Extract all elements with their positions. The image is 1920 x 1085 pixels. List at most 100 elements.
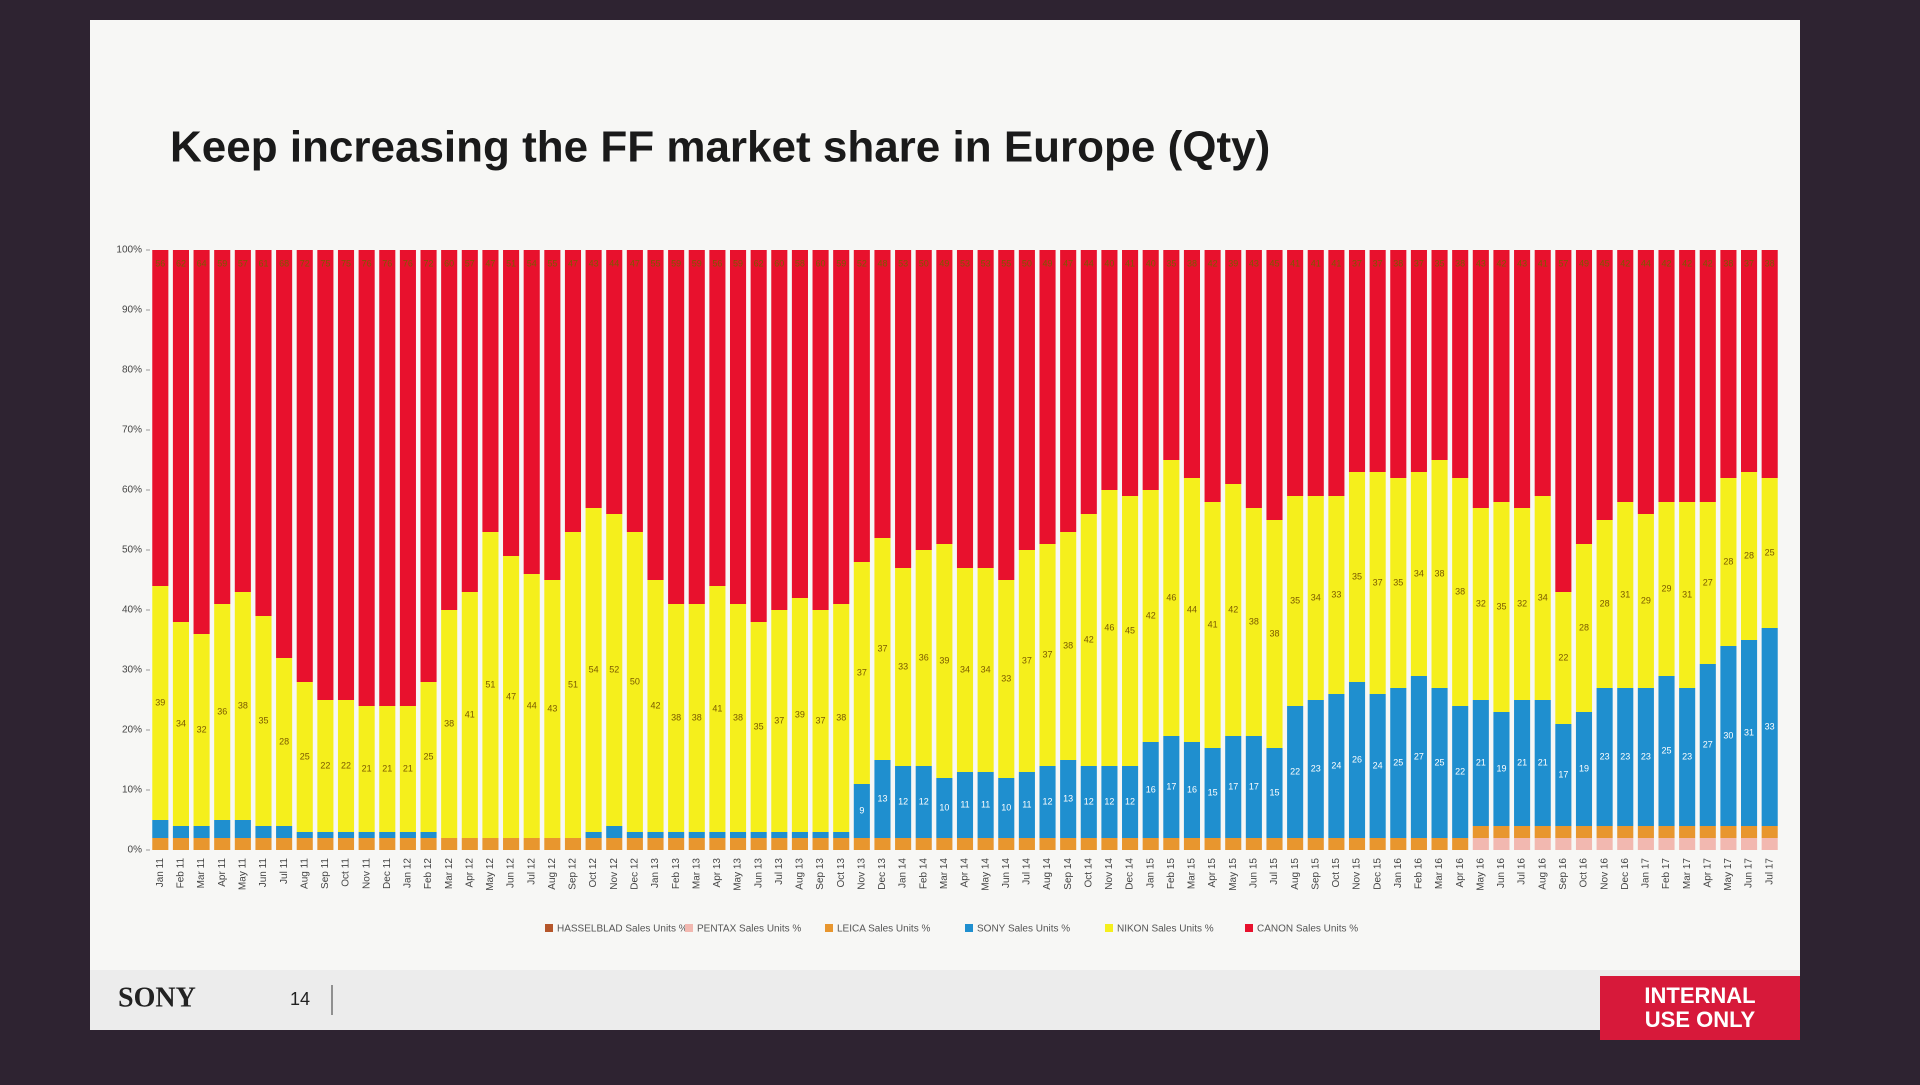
bar-segment xyxy=(234,250,251,592)
bar-segment xyxy=(193,838,210,850)
bar-segment xyxy=(936,778,953,838)
data-label: 37 xyxy=(1373,258,1383,268)
bar-segment xyxy=(1493,712,1510,826)
bar-segment xyxy=(399,706,416,832)
bar-segment xyxy=(461,592,478,838)
data-label: 42 xyxy=(1208,258,1218,268)
bar-segment xyxy=(1204,250,1221,502)
bar-segment xyxy=(771,832,788,838)
data-label: 26 xyxy=(1352,754,1362,764)
data-label: 33 xyxy=(898,661,908,671)
data-label: 55 xyxy=(650,258,660,268)
data-label: 64 xyxy=(197,258,207,268)
bar-segment xyxy=(1431,838,1448,850)
bar-segment xyxy=(337,832,355,838)
y-tick-label: 90% xyxy=(122,305,142,316)
data-label: 46 xyxy=(1166,592,1176,602)
data-label: 23 xyxy=(1600,751,1610,761)
data-label: 38 xyxy=(692,712,702,722)
bar-segment xyxy=(1163,460,1180,736)
data-label: 38 xyxy=(1435,568,1445,578)
data-label: 58 xyxy=(795,258,805,268)
data-label: 36 xyxy=(919,652,929,662)
bar-segment xyxy=(152,250,169,586)
data-label: 34 xyxy=(1311,592,1321,602)
data-label: 43 xyxy=(1476,258,1486,268)
x-tick-label: May 17 xyxy=(1723,858,1734,891)
legend-swatch xyxy=(1245,924,1253,932)
data-label: 27 xyxy=(1414,751,1424,761)
x-tick-label: Aug 11 xyxy=(299,858,310,889)
bar-segment xyxy=(1142,250,1159,490)
x-tick-label: Dec 15 xyxy=(1372,858,1383,890)
bar-segment xyxy=(1741,640,1758,826)
bar-segment xyxy=(585,508,602,832)
bar-segment xyxy=(688,250,705,604)
bar-segment xyxy=(771,250,788,610)
bar-segment xyxy=(1431,688,1448,838)
bar-segment xyxy=(750,250,767,622)
bar-segment xyxy=(1575,838,1593,850)
data-label: 54 xyxy=(589,664,599,674)
bar-segment xyxy=(214,250,231,604)
bar-segment xyxy=(1472,508,1489,700)
bar-segment xyxy=(1287,838,1304,850)
data-label: 60 xyxy=(444,258,454,268)
bar-segment xyxy=(1060,532,1077,760)
bar-segment xyxy=(977,250,994,568)
data-label: 12 xyxy=(919,796,929,806)
data-label: 41 xyxy=(1290,258,1300,268)
bar-segment xyxy=(1637,250,1654,514)
data-label: 50 xyxy=(919,258,929,268)
bar-segment xyxy=(895,250,912,568)
data-label: 42 xyxy=(1620,258,1630,268)
data-label: 39 xyxy=(155,697,165,707)
bar-segment xyxy=(1287,706,1304,838)
x-tick-label: May 12 xyxy=(485,858,496,891)
bar-segment xyxy=(1575,544,1593,712)
data-label: 47 xyxy=(485,258,495,268)
legend-label: CANON Sales Units % xyxy=(1257,924,1358,935)
bar-segment xyxy=(1039,766,1056,838)
bar-segment xyxy=(523,574,540,838)
bar-segment xyxy=(296,250,313,682)
bar-segment xyxy=(1245,838,1262,850)
bar-segment xyxy=(358,706,375,832)
data-label: 38 xyxy=(1455,258,1465,268)
bar-segment xyxy=(420,832,437,838)
bar-segment xyxy=(1060,250,1077,532)
bar-segment xyxy=(874,760,891,838)
bar-segment xyxy=(956,838,974,850)
bar-segment xyxy=(750,838,767,850)
data-label: 42 xyxy=(1703,258,1713,268)
bar-segment xyxy=(1679,838,1696,850)
x-tick-label: Mar 11 xyxy=(196,858,207,889)
bar-segment xyxy=(750,622,767,832)
bar-segment xyxy=(1658,838,1675,850)
bar-segment xyxy=(915,550,932,766)
bar-segment xyxy=(626,838,643,850)
bar-segment xyxy=(1204,838,1221,850)
bar-segment xyxy=(317,832,334,838)
data-label: 24 xyxy=(1373,760,1383,770)
data-label: 55 xyxy=(547,258,557,268)
bar-segment xyxy=(1080,838,1097,850)
data-label: 21 xyxy=(382,763,392,773)
data-label: 28 xyxy=(1723,556,1733,566)
bar-segment xyxy=(1658,676,1675,826)
bar-segment xyxy=(234,820,251,838)
data-label: 57 xyxy=(465,258,475,268)
bar-segment xyxy=(1266,748,1283,838)
bar-segment xyxy=(1328,496,1345,694)
bar-segment xyxy=(358,838,375,850)
bar-segment xyxy=(564,532,582,838)
bar-segment xyxy=(853,784,870,838)
data-label: 22 xyxy=(1290,766,1300,776)
data-label: 38 xyxy=(1455,586,1465,596)
data-label: 52 xyxy=(857,258,867,268)
bar-segment xyxy=(1596,826,1613,838)
x-tick-label: Jul 11 xyxy=(279,858,290,884)
bar-segment xyxy=(1307,838,1324,850)
data-label: 37 xyxy=(1043,649,1053,659)
bar-segment xyxy=(296,832,313,838)
